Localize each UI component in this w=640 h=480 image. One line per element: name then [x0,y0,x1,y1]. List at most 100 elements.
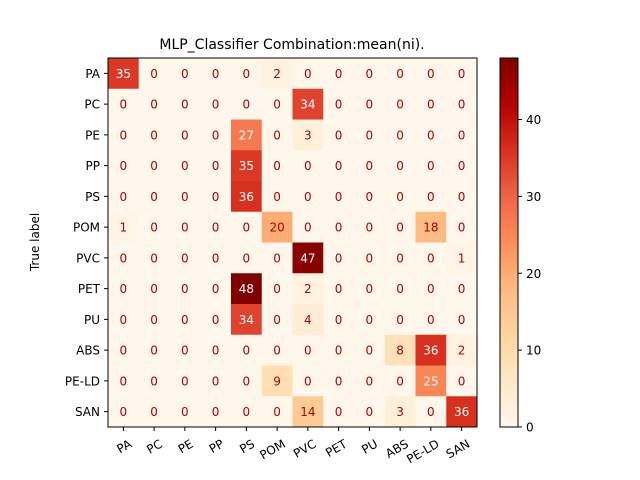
cell-value-label: 0 [366,374,374,388]
cell-value-label: 0 [150,282,158,296]
heatmap-cell [384,88,416,120]
cell-value-label: 0 [427,190,435,204]
cell-value-label: 35 [116,67,131,81]
heatmap-cell [231,211,263,243]
cell-value-label: 0 [150,128,158,142]
cell-value-label: 0 [304,344,312,358]
cell-value-label: 0 [212,374,220,388]
cell-value-label: 0 [366,128,374,142]
cell-value-label: 0 [120,344,128,358]
cell-value-label: 0 [212,159,220,173]
x-tick-label: PU [359,437,380,457]
heatmap-cell [261,304,293,336]
heatmap-cell [446,58,478,90]
cell-value-label: 34 [300,98,315,112]
heatmap-cell [292,242,324,274]
cell-value-label: 0 [212,405,220,419]
cell-value-label: 0 [458,159,466,173]
heatmap-cell [200,181,232,213]
heatmap-cell [231,88,263,120]
heatmap-cell [292,334,324,366]
cell-value-label: 0 [335,190,343,204]
plot-frame [107,57,478,428]
cell-value-label: 0 [396,98,404,112]
cell-value-label: 0 [335,282,343,296]
y-axis-label: True label [28,213,42,272]
heatmap-cell [138,273,170,305]
cell-value-label: 35 [239,159,254,173]
cell-value-label: 36 [239,190,254,204]
cell-value-label: 0 [335,128,343,142]
cell-value-label: 20 [269,221,284,235]
x-tick-label: SAN [444,437,473,462]
cell-value-label: 0 [304,190,312,204]
heatmap-cell [200,211,232,243]
cell-value-label: 0 [243,98,251,112]
heatmap-cell [200,334,232,366]
heatmap-cells [108,58,478,428]
heatmap-cell [231,242,263,274]
colorbar-tick-label: 10 [526,344,541,358]
heatmap-cell [446,396,478,428]
cell-value-label: 0 [366,282,374,296]
cell-value-label: 0 [212,67,220,81]
heatmap-cell [415,334,447,366]
heatmap-cell [138,181,170,213]
heatmap-cell [384,273,416,305]
cell-value-label: 0 [181,98,189,112]
heatmap-cell [108,334,140,366]
cell-value-label: 0 [212,344,220,358]
heatmap-cell [415,365,447,397]
cell-value-label: 0 [366,344,374,358]
heatmap-cell [200,119,232,151]
colorbar-tick-label: 20 [526,267,541,281]
cell-value-label: 0 [181,282,189,296]
cell-value-label: 0 [366,221,374,235]
heatmap-cell [354,304,386,336]
heatmap-cell [292,396,324,428]
heatmap-cell [200,58,232,90]
y-tick-label: POM [73,221,100,235]
cell-value-label: 0 [120,190,128,204]
cell-value-label: 36 [454,405,469,419]
cell-value-label: 48 [239,282,254,296]
cell-value-label: 0 [150,374,158,388]
cell-value-label: 0 [335,344,343,358]
heatmap-cell [292,119,324,151]
cell-value-label: 0 [366,190,374,204]
heatmap-cell [108,273,140,305]
heatmap-cell [354,181,386,213]
colorbar-ticks: 0 10 20 30 40 [518,113,541,435]
heatmap-cell [384,334,416,366]
cell-value-label: 0 [273,344,281,358]
cell-value-label: 8 [396,344,404,358]
heatmap-cell [415,88,447,120]
heatmap-cell [138,304,170,336]
heatmap-cell [415,304,447,336]
cell-value-label: 0 [458,190,466,204]
heatmap-cell [138,58,170,90]
cell-value-label: 2 [458,344,466,358]
cell-value-label: 3 [304,128,312,142]
heatmap-cell [323,88,355,120]
heatmap-cell [261,58,293,90]
heatmap-cell [108,211,140,243]
heatmap-cell [231,150,263,182]
cell-value-label: 0 [212,313,220,327]
heatmap-cell [108,150,140,182]
y-tick-label: PA [85,67,100,81]
heatmap-cell [446,181,478,213]
heatmap-cell [446,88,478,120]
heatmap-cell [292,150,324,182]
heatmap-cell [354,396,386,428]
heatmap-cell [231,119,263,151]
cell-value-label: 0 [243,344,251,358]
cell-value-label: 0 [335,98,343,112]
heatmap-cell [200,365,232,397]
cell-value-label: 0 [366,67,374,81]
x-tick-label: PE [176,437,196,457]
heatmap-cell [384,150,416,182]
cell-value-label: 0 [150,221,158,235]
cell-value-label: 0 [396,282,404,296]
